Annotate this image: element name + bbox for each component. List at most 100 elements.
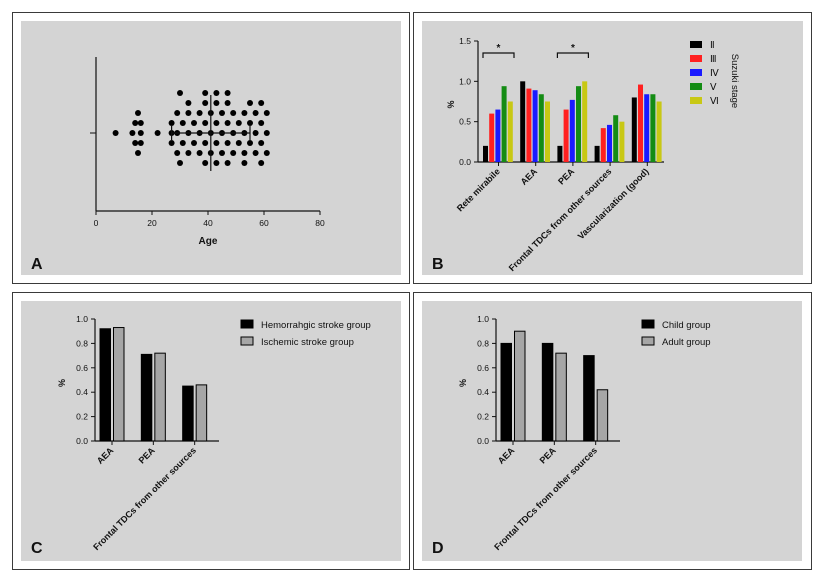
data-point — [185, 150, 192, 156]
bar — [526, 88, 532, 162]
y-axis-title: % — [458, 379, 468, 387]
bar — [656, 101, 662, 162]
bar — [483, 145, 488, 162]
y-tick-label: 0.0 — [459, 157, 471, 167]
plot-background — [422, 21, 803, 275]
data-point — [135, 150, 141, 156]
data-point — [179, 140, 186, 146]
bar — [500, 342, 512, 442]
data-point — [263, 150, 270, 156]
data-point — [213, 100, 220, 106]
bar — [489, 113, 495, 162]
plot-background — [422, 301, 802, 561]
panel-label: D — [432, 540, 444, 557]
bar — [607, 124, 612, 162]
y-tick-label: 0.5 — [459, 117, 471, 127]
bar — [507, 101, 513, 162]
data-point — [202, 120, 209, 126]
bar — [569, 99, 575, 162]
data-point — [213, 160, 220, 166]
y-tick-label: 1.5 — [459, 36, 471, 46]
bar — [520, 81, 526, 162]
bar — [644, 94, 650, 162]
x-axis-title: Age — [199, 236, 218, 247]
bar — [563, 109, 569, 162]
scatter-chart-a: 0 20 40 60 80 Age A — [21, 21, 401, 275]
legend-swatch — [690, 41, 702, 48]
legend-swatch — [641, 336, 655, 346]
data-point — [252, 130, 259, 136]
significance-marker: * — [571, 43, 575, 54]
data-point — [191, 120, 197, 126]
bar — [182, 385, 194, 442]
data-point — [213, 90, 220, 96]
legend-swatch — [690, 83, 702, 90]
bar — [545, 101, 550, 162]
y-tick-label: 0.6 — [477, 363, 489, 373]
legend-label: Adult group — [662, 337, 711, 348]
legend-label: Ischemic stroke group — [261, 337, 354, 348]
bar — [600, 128, 606, 162]
data-point — [258, 120, 265, 126]
data-point — [258, 140, 265, 146]
bar — [501, 86, 507, 162]
bar — [631, 97, 637, 162]
x-tick-label: 20 — [147, 218, 157, 228]
data-point — [213, 140, 220, 146]
data-point — [247, 120, 253, 126]
legend-label: Ⅲ — [710, 54, 717, 65]
data-point — [174, 110, 181, 116]
bar — [596, 389, 609, 442]
panel-b: 0.0 0.5 1.0 1.5% Rete mirabile AEA PEA Frontal … — [413, 12, 812, 284]
legend-label: Ⅳ — [710, 68, 720, 79]
bar-chart-b: 0.00.51.01.5%Rete mirabile AEA PEAFrontal … — [422, 21, 803, 275]
panel-c: 0.0 0.2 0.4 0.6 0.8 1.0% AEA PEA Frontal TDCs fr… — [12, 292, 410, 570]
data-point — [177, 90, 183, 96]
x-tick-label: 60 — [259, 218, 269, 228]
plot-background — [21, 301, 401, 561]
data-point — [132, 120, 139, 126]
bar — [650, 94, 656, 162]
y-tick-label: 0.8 — [477, 338, 489, 348]
data-point — [241, 160, 248, 166]
data-point — [202, 100, 209, 106]
data-point — [177, 160, 183, 166]
data-point — [196, 110, 203, 116]
significance-marker: * — [497, 43, 501, 54]
data-point — [168, 120, 175, 126]
data-point — [202, 90, 209, 96]
data-point — [247, 100, 253, 106]
data-point — [219, 110, 225, 116]
data-point — [219, 150, 225, 156]
bar — [140, 353, 153, 442]
data-point — [258, 100, 265, 106]
bar — [541, 342, 554, 442]
data-point — [137, 140, 144, 146]
data-point — [252, 110, 259, 116]
data-point — [247, 140, 253, 146]
x-tick-label: 40 — [203, 218, 213, 228]
bar — [154, 352, 166, 442]
bar — [576, 86, 581, 162]
data-point — [213, 120, 220, 126]
data-point — [185, 110, 192, 116]
data-point — [224, 140, 231, 146]
panel-d: 0.0 0.2 0.4 0.6 0.8 1.0% AEA PEA Frontal TDCs fr… — [413, 292, 812, 570]
data-point — [174, 150, 181, 156]
data-point — [168, 140, 175, 146]
legend-swatch — [690, 55, 702, 62]
legend-swatch — [641, 319, 655, 329]
y-tick-label: 1.0 — [76, 314, 88, 324]
legend-label: Child group — [662, 320, 711, 331]
legend-label: Ⅵ — [710, 96, 719, 107]
panel-a: 0 20 40 60 80 Age A — [12, 12, 410, 284]
bar — [555, 352, 567, 442]
bar — [557, 145, 563, 162]
bar — [195, 384, 208, 442]
bar — [594, 145, 600, 162]
data-point — [263, 110, 270, 116]
data-point — [230, 110, 237, 116]
data-point — [185, 100, 192, 106]
bar — [583, 355, 595, 442]
